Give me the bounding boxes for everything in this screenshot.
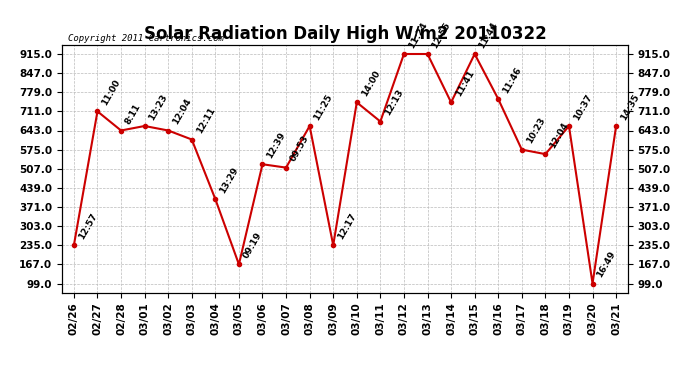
Text: 12:11: 12:11 [195,106,217,135]
Text: 12:39: 12:39 [265,130,288,160]
Text: 12:04: 12:04 [548,121,570,150]
Text: 16:49: 16:49 [595,250,618,279]
Text: 14:35: 14:35 [619,92,641,122]
Text: 11:00: 11:00 [100,78,122,107]
Text: 11:46: 11:46 [501,65,523,95]
Text: 11:41: 11:41 [454,69,476,98]
Text: 10:37: 10:37 [572,93,594,122]
Text: 13:29: 13:29 [218,165,240,195]
Text: 09:19: 09:19 [241,231,264,260]
Text: 11:25: 11:25 [313,93,335,122]
Text: 11:44: 11:44 [477,20,500,50]
Text: 12:57: 12:57 [77,211,99,241]
Text: Copyright 2011 Cartronics.com: Copyright 2011 Cartronics.com [68,33,224,42]
Text: 09:53: 09:53 [289,134,311,164]
Title: Solar Radiation Daily High W/m2 20110322: Solar Radiation Daily High W/m2 20110322 [144,26,546,44]
Text: 11:24: 11:24 [406,20,429,50]
Text: 12:04: 12:04 [171,97,193,126]
Text: 12:55: 12:55 [431,21,453,50]
Text: 10:23: 10:23 [524,116,546,146]
Text: 14:00: 14:00 [359,69,382,98]
Text: 13:23: 13:23 [148,93,170,122]
Text: 8:11: 8:11 [124,102,143,126]
Text: 12:13: 12:13 [383,88,405,117]
Text: 12:17: 12:17 [336,211,358,241]
